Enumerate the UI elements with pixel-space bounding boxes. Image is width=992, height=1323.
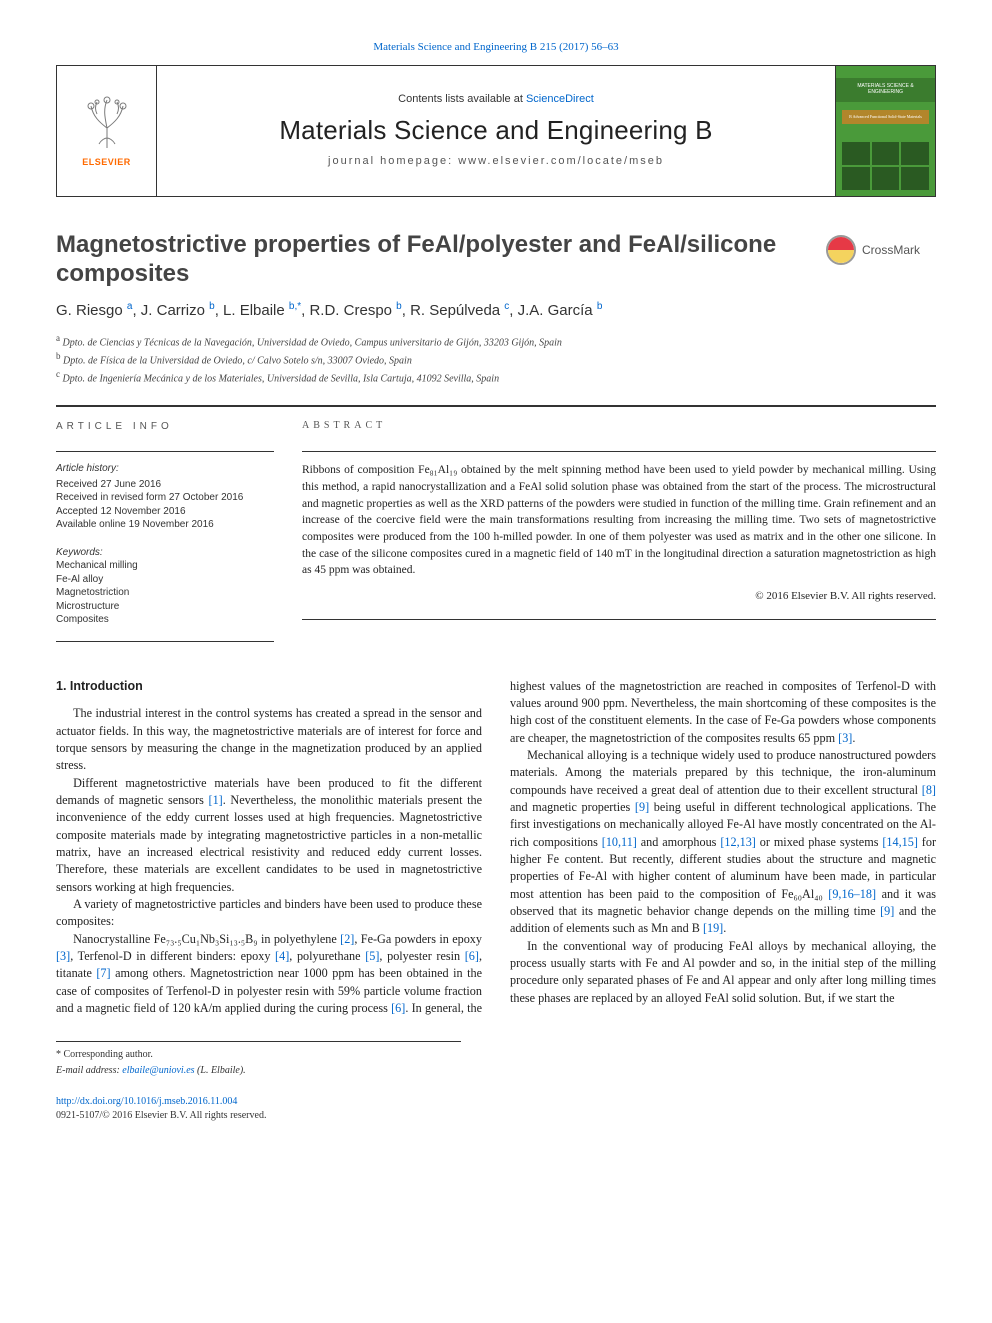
ref-link[interactable]: [9] [880, 904, 894, 918]
body-paragraph: Mechanical alloying is a technique widel… [510, 747, 936, 938]
keyword: Composites [56, 613, 274, 627]
elsevier-tree-icon [79, 94, 135, 150]
homepage-prefix: journal homepage: [328, 155, 458, 167]
ref-link[interactable]: [10,11] [602, 835, 637, 849]
crossmark-label: CrossMark [862, 242, 920, 258]
article-body: 1. Introduction The industrial interest … [56, 678, 936, 1018]
doi-footer: http://dx.doi.org/10.1016/j.mseb.2016.11… [56, 1095, 936, 1122]
ref-link[interactable]: [6] [391, 1001, 405, 1015]
corresponding-author-label: * Corresponding author. [56, 1048, 461, 1062]
ref-link[interactable]: [3] [56, 949, 70, 963]
journal-cover-thumbnail: MATERIALS SCIENCE & ENGINEERING B Advanc… [835, 66, 935, 196]
keyword: Fe-Al alloy [56, 573, 274, 587]
abstract-column: ABSTRACT Ribbons of composition Fe₈₁Al₁₉… [302, 407, 936, 642]
keywords-label: Keywords: [56, 546, 274, 560]
ref-link[interactable]: [8] [922, 783, 936, 797]
ref-link[interactable]: [3] [838, 731, 852, 745]
ref-link[interactable]: [9] [635, 800, 649, 814]
ref-link[interactable]: [1] [209, 793, 223, 807]
ref-link[interactable]: [19] [703, 921, 723, 935]
running-citation: Materials Science and Engineering B 215 … [56, 40, 936, 55]
authors-line: G. Riesgo a, J. Carrizo b, L. Elbaile b,… [56, 300, 936, 321]
section-1-heading: 1. Introduction [56, 678, 482, 696]
sciencedirect-link[interactable]: ScienceDirect [526, 93, 594, 105]
cover-title: MATERIALS SCIENCE & ENGINEERING [836, 78, 935, 102]
ref-link[interactable]: [9,16–18] [828, 887, 876, 901]
accepted-date: Accepted 12 November 2016 [56, 505, 274, 519]
affiliation-b: b Dpto. de Física de la Universidad de O… [56, 350, 936, 368]
crossmark-badge[interactable]: CrossMark [826, 235, 936, 265]
contents-available-line: Contents lists available at ScienceDirec… [398, 92, 594, 107]
affiliation-c: c Dpto. de Ingeniería Mecánica y de los … [56, 368, 936, 386]
contents-prefix: Contents lists available at [398, 93, 526, 105]
body-paragraph: Different magnetostrictive materials hav… [56, 775, 482, 896]
ref-link[interactable]: [7] [96, 966, 110, 980]
publisher-name: ELSEVIER [82, 156, 131, 168]
keyword: Microstructure [56, 600, 274, 614]
abstract-label: ABSTRACT [302, 407, 936, 442]
ref-link[interactable]: [2] [340, 932, 354, 946]
email-link[interactable]: elbaile@uniovi.es [122, 1065, 194, 1076]
journal-name: Materials Science and Engineering B [279, 113, 712, 148]
keyword: Mechanical milling [56, 559, 274, 573]
email-author: (L. Elbaile). [195, 1065, 246, 1076]
cover-subtitle: B Advanced Functional Solid-State Materi… [842, 110, 929, 124]
affiliation-a: a Dpto. de Ciencias y Técnicas de la Nav… [56, 332, 936, 350]
body-paragraph: In the conventional way of producing FeA… [510, 938, 936, 1007]
article-info-column: ARTICLE INFO Article history: Received 2… [56, 407, 274, 642]
crossmark-icon [826, 235, 856, 265]
body-paragraph: The industrial interest in the control s… [56, 705, 482, 774]
doi-link[interactable]: http://dx.doi.org/10.1016/j.mseb.2016.11… [56, 1095, 936, 1109]
ref-link[interactable]: [14,15] [882, 835, 918, 849]
affiliations: a Dpto. de Ciencias y Técnicas de la Nav… [56, 332, 936, 387]
ref-link[interactable]: [5] [365, 949, 379, 963]
header-center: Contents lists available at ScienceDirec… [157, 66, 835, 196]
article-title: Magnetostrictive properties of FeAl/poly… [56, 231, 814, 289]
ref-link[interactable]: [4] [275, 949, 289, 963]
journal-homepage-line: journal homepage: www.elsevier.com/locat… [328, 154, 664, 169]
ref-link[interactable]: [12,13] [720, 835, 756, 849]
email-line: E-mail address: elbaile@uniovi.es (L. El… [56, 1064, 461, 1078]
article-info-label: ARTICLE INFO [56, 408, 274, 442]
revised-date: Received in revised form 27 October 2016 [56, 491, 274, 505]
journal-header: ELSEVIER Contents lists available at Sci… [56, 65, 936, 197]
body-paragraph: A variety of magnetostrictive particles … [56, 896, 482, 931]
footer-copyright: 0921-5107/© 2016 Elsevier B.V. All right… [56, 1109, 936, 1123]
keyword: Magnetostriction [56, 586, 274, 600]
ref-link[interactable]: [6] [465, 949, 479, 963]
abstract-text: Ribbons of composition Fe₈₁Al₁₉ obtained… [302, 452, 936, 579]
citation-link[interactable]: Materials Science and Engineering B 215 … [373, 41, 618, 53]
received-date: Received 27 June 2016 [56, 478, 274, 492]
history-label: Article history: [56, 462, 274, 476]
online-date: Available online 19 November 2016 [56, 518, 274, 532]
abstract-copyright: © 2016 Elsevier B.V. All rights reserved… [302, 589, 936, 605]
email-label: E-mail address: [56, 1065, 122, 1076]
corresponding-author-footer: * Corresponding author. E-mail address: … [56, 1041, 461, 1077]
homepage-url[interactable]: www.elsevier.com/locate/mseb [458, 155, 664, 167]
publisher-logo: ELSEVIER [57, 66, 157, 196]
